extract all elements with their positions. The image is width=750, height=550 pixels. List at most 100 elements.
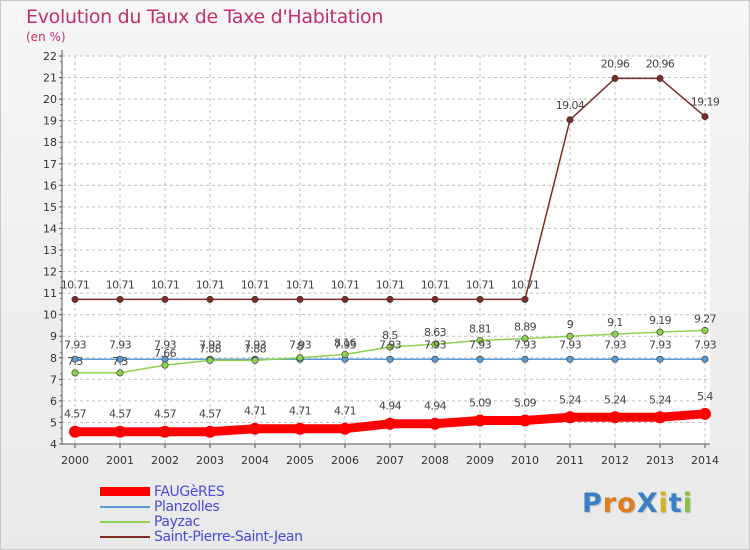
data-label: 7.93 [649,338,672,351]
data-label: 8.16 [334,336,357,349]
y-tick-label: 22 [43,50,57,63]
data-label: 9 [567,318,574,331]
data-point [386,295,394,303]
data-label: 5.09 [514,397,537,410]
legend-item: Payzac [100,513,303,530]
data-label: 8.81 [469,322,491,335]
data-point [656,355,664,363]
data-label: 9.19 [649,314,672,327]
data-point [114,425,126,438]
data-label: 5.09 [469,397,492,410]
data-point [521,355,529,363]
data-point [116,355,124,363]
y-tick-label: 7 [50,373,57,386]
data-point [71,369,79,377]
data-label: 8.63 [424,326,447,339]
data-point [519,414,531,427]
data-point [251,295,259,303]
data-point [521,335,529,343]
y-tick-label: 4 [50,438,57,451]
data-label: 7.3 [112,355,128,368]
y-tick-label: 10 [43,309,57,322]
x-tick-label: 2003 [196,454,224,467]
data-label: 7.93 [109,338,132,351]
data-point [386,343,394,351]
x-tick-label: 2008 [421,454,449,467]
data-label: 7.3 [67,355,83,368]
x-tick-label: 2001 [106,454,134,467]
data-point [521,295,529,303]
legend-label: Payzac [154,513,200,530]
data-point [161,295,169,303]
data-label: 10.71 [196,278,225,291]
data-label: 7.93 [559,338,582,351]
data-point [609,411,621,424]
data-label: 7.93 [379,338,402,351]
data-point [339,422,351,435]
y-tick-label: 16 [43,179,57,192]
data-point [474,414,486,427]
data-point [206,356,214,364]
data-point [249,422,261,435]
data-point [386,355,394,363]
data-label: 5.4 [697,390,713,403]
data-point [71,295,79,303]
y-tick-label: 21 [43,72,57,85]
y-tick-label: 14 [43,222,57,235]
data-point [701,355,709,363]
y-tick-label: 6 [50,395,57,408]
data-point [476,336,484,344]
data-point [656,74,664,82]
data-label: 19.19 [691,96,720,109]
data-point [611,355,619,363]
data-label: 7.93 [469,338,492,351]
y-tick-label: 13 [43,244,57,257]
data-point [251,356,259,364]
data-point [566,355,574,363]
data-point [656,328,664,336]
data-point [341,350,349,358]
data-label: 8 [297,340,304,353]
data-label: 10.71 [331,278,360,291]
data-label: 10.71 [376,278,405,291]
data-label: 20.96 [646,57,675,70]
chart-unit-label: (en %) [26,30,66,44]
y-tick-label: 8 [50,352,57,365]
y-tick-label: 11 [43,287,57,300]
y-tick-label: 18 [43,136,57,149]
legend-item: FAUGèRES [100,483,303,500]
y-tick-label: 17 [43,158,57,171]
data-point [566,116,574,124]
legend-label: FAUGèRES [154,483,225,500]
data-label: 4.57 [154,408,177,421]
legend-label: Planzolles [154,498,220,515]
data-label: 7.66 [154,347,177,360]
proxiti-logo: ProXiti [582,488,693,519]
data-label: 8.89 [514,321,537,334]
data-label: 5.24 [649,393,672,406]
data-point [341,295,349,303]
data-label: 10.71 [241,278,270,291]
legend-label: Saint-Pierre-Saint-Jean [154,528,303,545]
data-point [71,355,79,363]
y-tick-label: 15 [43,201,57,214]
data-label: 9.1 [607,316,623,329]
x-tick-label: 2005 [286,454,314,467]
y-tick-label: 12 [43,266,57,279]
x-tick-label: 2006 [331,454,359,467]
x-tick-label: 2013 [646,454,674,467]
data-label: 7.88 [199,342,222,355]
legend-swatch [100,487,150,496]
data-label: 7.93 [334,338,357,351]
data-point [611,330,619,338]
y-tick-label: 20 [43,93,57,106]
data-point [611,74,619,82]
data-point [69,425,81,438]
data-label: 7.93 [199,338,222,351]
data-label: 7.93 [289,338,312,351]
data-label: 4.94 [379,400,402,413]
data-label: 4.57 [64,408,87,421]
data-label: 4.71 [289,405,311,418]
x-tick-label: 2002 [151,454,179,467]
